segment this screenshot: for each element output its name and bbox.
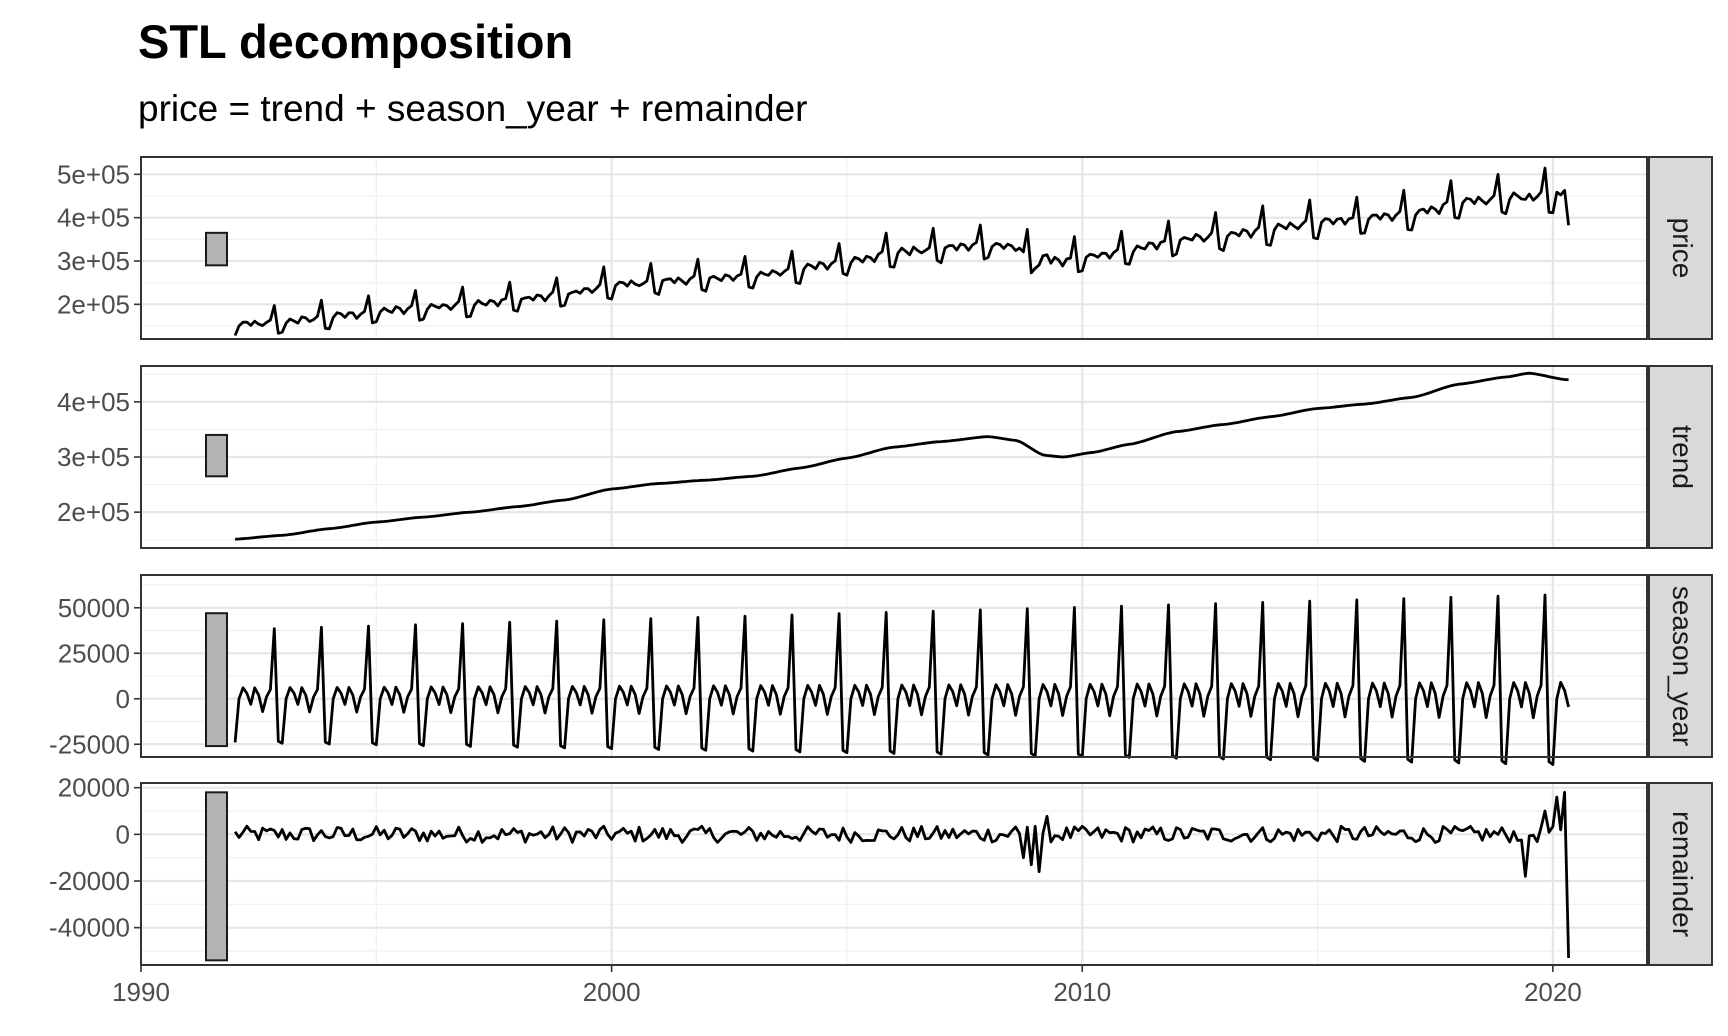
remainder-series-line [233, 790, 1570, 959]
y-tick-label: -25000 [49, 729, 130, 759]
panel-border [140, 156, 1648, 340]
y-tick-label: 50000 [58, 593, 130, 623]
facet-strip-label: remainder [1667, 811, 1698, 937]
y-tick-label: 2e+05 [57, 289, 130, 319]
y-tick-label: 4e+05 [57, 203, 130, 233]
y-tick-label: 3e+05 [57, 442, 130, 472]
x-tick-label: 2020 [1524, 977, 1582, 1007]
y-tick-label: 5e+05 [57, 159, 130, 189]
panel-season-year: -25000 0 25000 50000 season_year [49, 574, 1713, 766]
scale-bar [205, 612, 228, 748]
panel-border [140, 574, 1648, 758]
x-tick-label: 2010 [1053, 977, 1111, 1007]
facet-strip-label: price [1667, 218, 1698, 279]
trend-series-line [235, 371, 1569, 541]
y-tick-label: 3e+05 [57, 246, 130, 276]
x-axis: 1990 2000 2010 2020 [112, 965, 1582, 1007]
facet-strip-label: season_year [1667, 586, 1698, 746]
facet-strip-label: trend [1667, 425, 1698, 489]
chart-subtitle: price = trend + season_year + remainder [138, 88, 808, 129]
y-tick-label: 0 [116, 684, 130, 714]
panel-trend: 2e+05 3e+05 4e+05 trend [57, 365, 1713, 549]
y-tick-label: -20000 [49, 866, 130, 896]
facet-strip [1648, 782, 1713, 966]
y-tick-label: 20000 [58, 773, 130, 803]
scale-bar [205, 433, 228, 478]
panel-background [141, 783, 1647, 965]
x-tick-label: 2000 [583, 977, 641, 1007]
panel-border [140, 782, 1648, 966]
facet-strip [1648, 574, 1713, 758]
chart-title: STL decomposition [138, 15, 574, 68]
scale-bar [205, 231, 228, 267]
facet-strip [1648, 156, 1713, 340]
panel-border [140, 365, 1648, 549]
panel-background [141, 157, 1647, 339]
facet-strip [1648, 365, 1713, 549]
panel-remainder: -40000 -20000 0 20000 remainder [49, 773, 1713, 966]
y-tick-label: 4e+05 [57, 387, 130, 417]
y-tick-label: -40000 [49, 913, 130, 943]
y-tick-label: 25000 [58, 638, 130, 668]
y-tick-label: 2e+05 [57, 497, 130, 527]
panel-price: 2e+05 3e+05 4e+05 5e+05 price [57, 156, 1713, 340]
x-tick-label: 1990 [112, 977, 170, 1007]
price-series-line [233, 166, 1570, 337]
panel-background [141, 575, 1647, 757]
season-year-series-line [233, 593, 1570, 766]
scale-bar [205, 791, 228, 962]
y-tick-label: 0 [116, 819, 130, 849]
